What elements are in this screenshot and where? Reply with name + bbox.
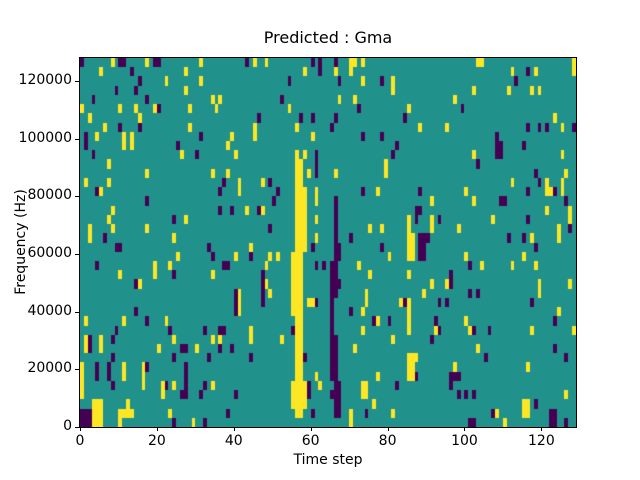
y-axis-label: Frequency (Hz) <box>13 189 29 295</box>
x-tick-mark <box>464 427 466 431</box>
y-tick-label: 20000 <box>27 360 72 377</box>
y-tick-label: 40000 <box>27 302 72 319</box>
y-tick-mark <box>75 254 79 256</box>
x-tick-mark <box>387 427 389 431</box>
y-tick-mark <box>75 196 79 198</box>
heatmap-canvas <box>80 58 576 427</box>
x-tick-mark <box>80 427 81 431</box>
y-tick-label: 100000 <box>18 129 72 146</box>
x-tick-label: 120 <box>528 433 555 449</box>
y-tick-mark <box>75 138 79 140</box>
y-tick-mark <box>75 427 79 428</box>
x-tick-mark <box>233 427 235 431</box>
x-tick-mark <box>310 427 312 431</box>
y-tick-mark <box>75 311 79 313</box>
x-tick-label: 100 <box>451 433 478 449</box>
y-tick-label: 60000 <box>27 245 72 262</box>
x-tick-label: 20 <box>147 433 166 449</box>
chart-title: Predicted : Gma <box>263 28 393 47</box>
y-tick-label: 0 <box>63 418 72 434</box>
y-tick-label: 120000 <box>18 72 72 89</box>
y-tick-mark <box>75 81 79 83</box>
x-tick-label: 80 <box>378 433 397 449</box>
x-tick-label: 60 <box>301 433 320 449</box>
x-axis-label: Time step <box>293 452 363 468</box>
x-tick-mark <box>541 427 543 431</box>
y-tick-label: 80000 <box>27 187 72 204</box>
x-tick-label: 40 <box>224 433 243 449</box>
y-tick-mark <box>75 369 79 371</box>
x-tick-mark <box>156 427 158 431</box>
x-tick-label: 0 <box>75 433 85 449</box>
